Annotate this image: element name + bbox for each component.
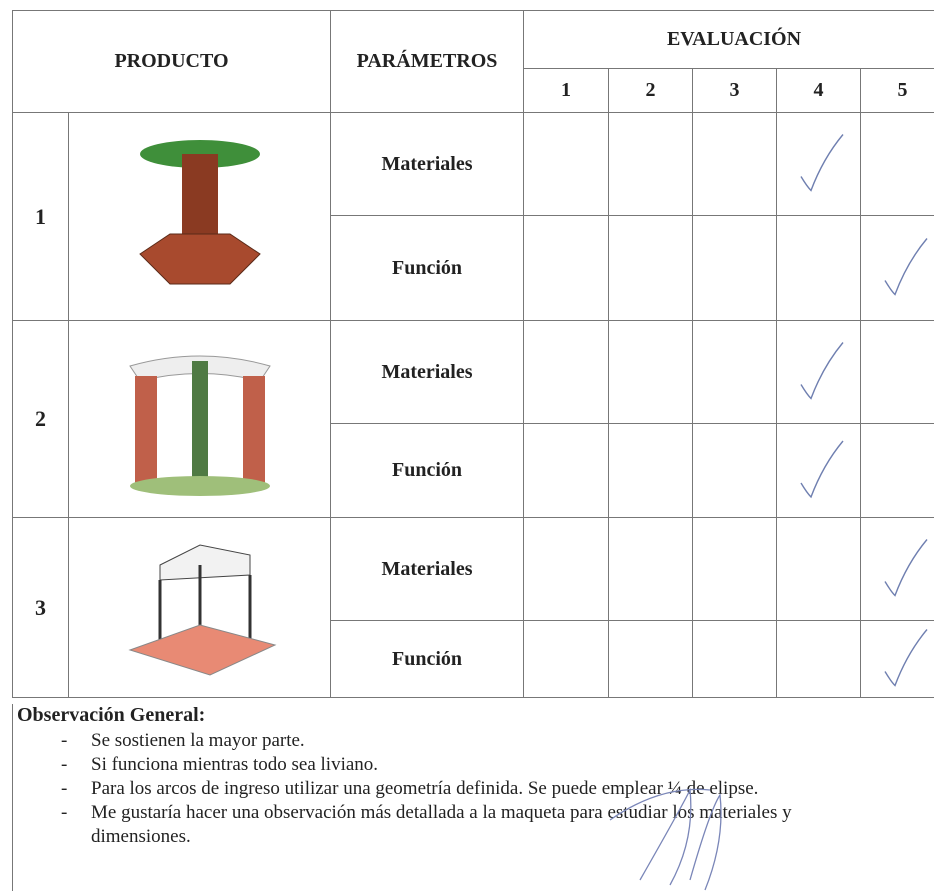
rating-cell <box>523 620 609 698</box>
header-cell: PRODUCTO <box>12 10 331 113</box>
check-stroke <box>800 342 844 400</box>
rating-cell <box>692 423 777 518</box>
rating-cell <box>608 620 693 698</box>
check-mark <box>800 134 844 192</box>
rating-cell <box>859 620 934 698</box>
scale-cell: 3 <box>692 68 777 113</box>
floor <box>127 623 276 676</box>
check-mark <box>884 238 928 296</box>
check-stroke <box>884 238 928 296</box>
roof <box>159 543 250 581</box>
product-number: 3 <box>12 517 69 698</box>
parameter: Función <box>330 620 524 698</box>
rating-cell <box>608 423 693 518</box>
observation-item: Se sostienen la mayor parte. <box>61 729 851 753</box>
rating-cell <box>692 320 777 424</box>
rating-cell <box>776 215 861 321</box>
rating-cell <box>692 215 777 321</box>
check-stroke <box>800 134 844 192</box>
rating-cell <box>859 320 934 424</box>
base <box>129 476 270 496</box>
panel <box>134 376 157 486</box>
observation-item: Me gustaría hacer una observación más de… <box>61 801 851 849</box>
product-image-cell <box>68 320 331 518</box>
rating-cell <box>523 215 609 321</box>
product-row: 2 Materiales <box>12 320 934 518</box>
product-image <box>127 543 276 676</box>
parameter: Materiales <box>330 320 524 424</box>
rating-cell <box>608 517 693 621</box>
rating-cell <box>692 112 777 216</box>
check-mark <box>800 440 844 499</box>
product-image-cell <box>68 112 331 321</box>
rating-cell <box>776 620 861 698</box>
observation-list: Se sostienen la mayor parte.Si funciona … <box>13 729 851 849</box>
observation-item: Si funciona mientras todo sea liviano. <box>61 753 851 777</box>
scale-cell: 4 <box>776 68 861 113</box>
header-cell: EVALUACIÓN <box>522 10 934 69</box>
rating-cell <box>523 112 609 216</box>
rating-cell <box>859 517 934 621</box>
parameter: Materiales <box>330 112 524 216</box>
rating-cell <box>776 423 861 518</box>
panel <box>242 376 265 486</box>
product-row: 1 Materiales <box>12 112 934 321</box>
check-stroke <box>884 539 928 597</box>
rating-cell <box>523 320 609 424</box>
product-image <box>128 355 271 496</box>
observations: Observación General: Se sostienen la may… <box>12 704 923 891</box>
product-image <box>138 139 261 284</box>
table-body: 1 Materiales Función 2 Materiales Función 3 Mat… <box>12 112 934 698</box>
rating-cell <box>608 320 693 424</box>
parameter: Materiales <box>330 517 524 621</box>
check-stroke <box>884 629 928 687</box>
rating-cell <box>776 320 861 424</box>
header-cell: PARÁMETROS <box>330 10 524 113</box>
rating-cell <box>776 112 861 216</box>
product-row: Función <box>13 423 934 518</box>
signature <box>609 787 722 891</box>
rating-cell <box>608 215 693 321</box>
parameter: Función <box>330 215 524 321</box>
rating-cell <box>608 112 693 216</box>
product-number: 1 <box>12 112 69 321</box>
check-mark <box>884 629 928 687</box>
rating-cell <box>859 112 934 216</box>
rating-cell <box>692 517 777 621</box>
scale-cell: 1 <box>523 68 609 113</box>
frame <box>158 564 251 650</box>
column <box>191 361 208 481</box>
bench <box>138 233 261 284</box>
product-row: 3 Materiales <box>12 517 934 698</box>
observation-item: Para los arcos de ingreso utilizar una g… <box>61 777 851 801</box>
scale-cell: 2 <box>608 68 693 113</box>
product-image-cell <box>68 517 331 698</box>
rating-cell <box>523 423 609 518</box>
scale-cell: 5 <box>859 68 934 113</box>
rating-cell <box>692 620 777 698</box>
check-mark <box>800 342 844 400</box>
rating-cell <box>859 215 934 321</box>
product-row: Función <box>13 620 934 698</box>
check-mark <box>884 539 928 597</box>
parameter: Función <box>330 423 524 518</box>
rating-cell <box>523 517 609 621</box>
header-row: PRODUCTO PARÁMETROS EVALUACIÓN <box>12 10 934 113</box>
rating-cell <box>776 517 861 621</box>
observations-title: Observación General: <box>17 704 206 726</box>
product-number: 2 <box>12 320 69 518</box>
rating-cell <box>859 423 934 518</box>
check-stroke <box>800 440 844 499</box>
